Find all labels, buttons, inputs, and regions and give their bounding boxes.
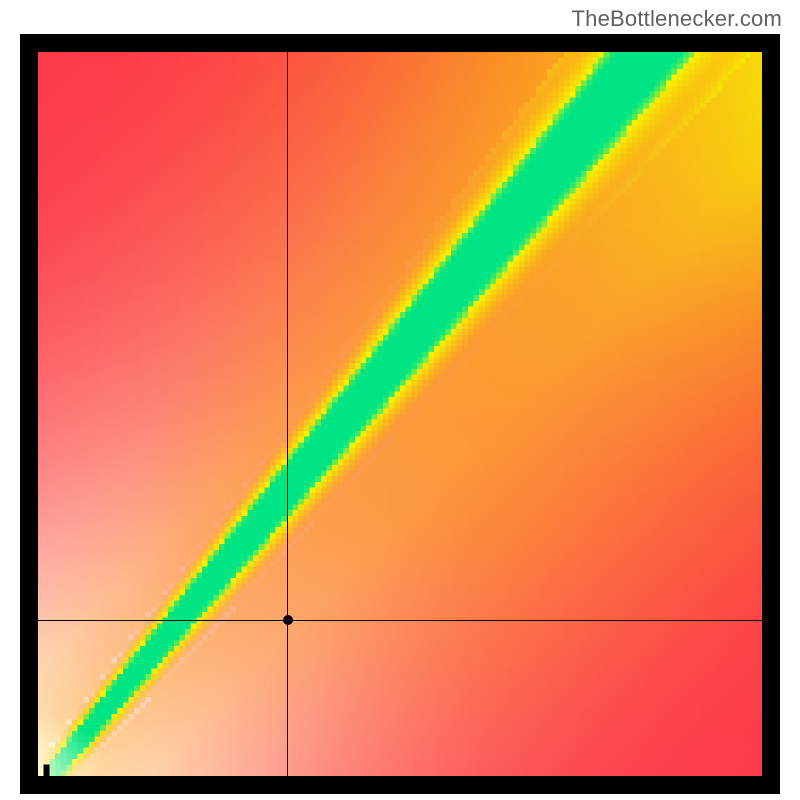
target-marker: [283, 615, 293, 625]
chart-container: TheBottlenecker.com: [0, 0, 800, 800]
crosshair-horizontal: [38, 620, 762, 621]
crosshair-vertical: [287, 52, 288, 776]
heatmap-canvas: [38, 52, 762, 776]
attribution-label: TheBottlenecker.com: [572, 6, 782, 32]
plot-frame: [20, 34, 780, 794]
